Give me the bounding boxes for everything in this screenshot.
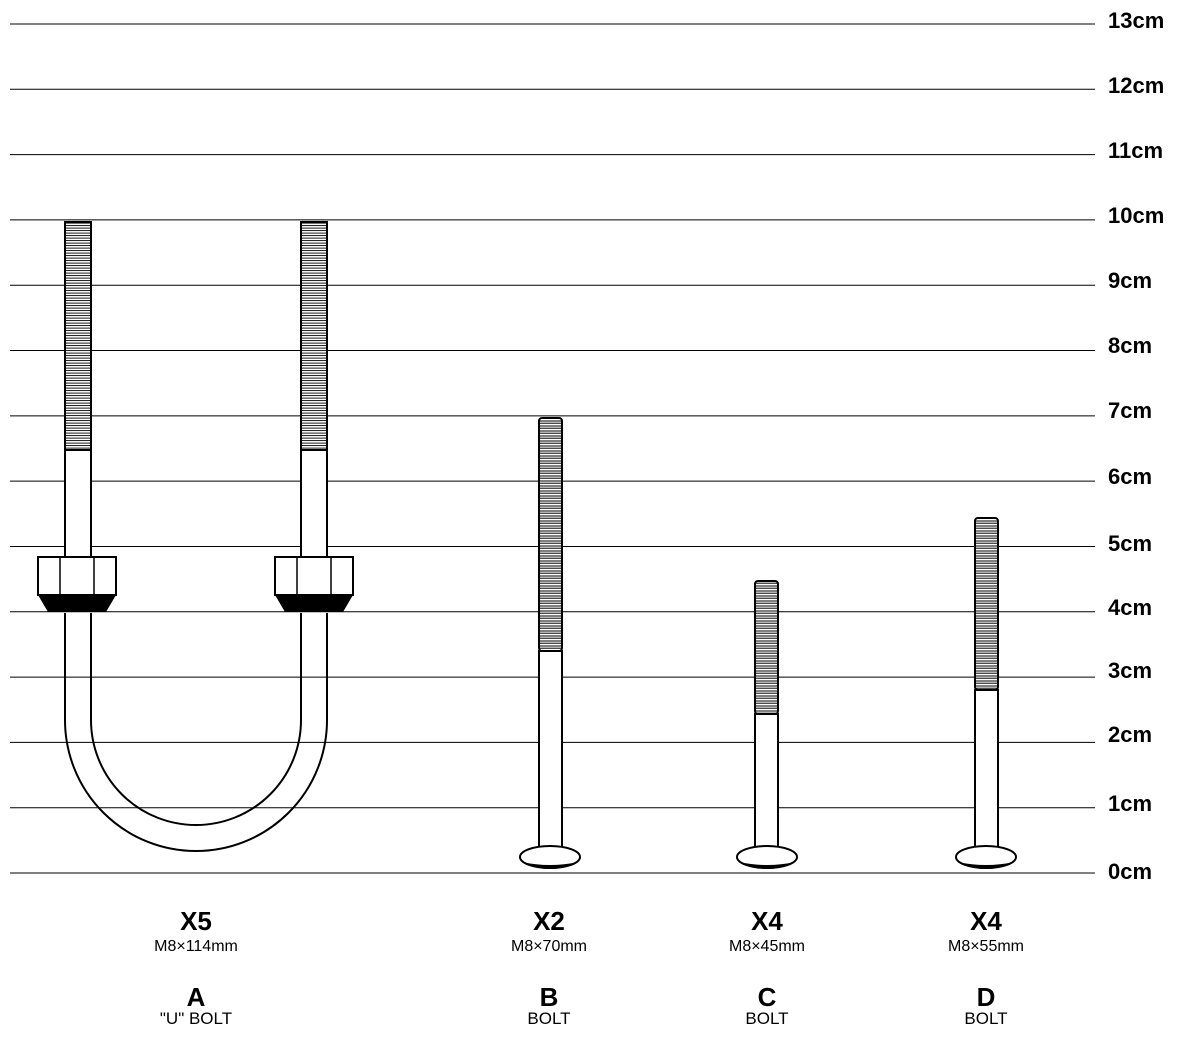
part-c-quantity: X4 bbox=[751, 906, 783, 936]
scale-label-5cm: 5cm bbox=[1108, 531, 1153, 556]
scale-label-4cm: 4cm bbox=[1108, 595, 1153, 620]
part-a-caption: X5 M8×114mm A "U" BOLT bbox=[96, 908, 296, 1028]
scale-label-2cm: 2cm bbox=[1108, 722, 1153, 747]
part-a-size: M8×114mm bbox=[154, 938, 238, 955]
bolt-c-icon bbox=[736, 580, 798, 869]
u-bolt-bend bbox=[64, 613, 328, 852]
part-d-caption: X4 M8×55mm D BOLT bbox=[886, 908, 1086, 1028]
scale-label-12cm: 12cm bbox=[1108, 73, 1165, 98]
part-b-size: M8×70mm bbox=[510, 938, 588, 955]
scale-label-9cm: 9cm bbox=[1108, 268, 1153, 293]
scale-label-11cm: 11cm bbox=[1108, 138, 1164, 163]
part-a-quantity: X5 bbox=[180, 906, 212, 936]
part-c-size: M8×45mm bbox=[728, 938, 806, 955]
part-a-letter: A bbox=[186, 982, 206, 1012]
part-c-letter: C bbox=[757, 982, 777, 1012]
part-b-letter: B bbox=[539, 982, 559, 1012]
part-d-description: BOLT bbox=[964, 1009, 1008, 1028]
part-b-description: BOLT bbox=[527, 1009, 571, 1028]
part-b-quantity: X2 bbox=[533, 906, 565, 936]
u-bolt-left-nut-icon bbox=[37, 556, 117, 612]
u-bolt-a-icon bbox=[37, 221, 354, 852]
scale-label-1cm: 1cm bbox=[1108, 791, 1153, 816]
bolt-b-icon bbox=[519, 417, 581, 869]
part-d-size: M8×55mm bbox=[947, 938, 1025, 955]
u-bolt-right-shank bbox=[300, 449, 328, 559]
bolt-d-icon bbox=[955, 517, 1017, 869]
part-d-letter: D bbox=[976, 982, 996, 1012]
scale-label-13cm: 13cm bbox=[1108, 8, 1165, 33]
scale-label-6cm: 6cm bbox=[1108, 464, 1153, 489]
part-c-description: BOLT bbox=[745, 1009, 789, 1028]
part-d-quantity: X4 bbox=[970, 906, 1002, 936]
scale-label-8cm: 8cm bbox=[1108, 333, 1153, 358]
part-c-caption: X4 M8×45mm C BOLT bbox=[667, 908, 867, 1028]
part-a-description: "U" BOLT bbox=[159, 1009, 233, 1028]
part-b-caption: X2 M8×70mm B BOLT bbox=[449, 908, 649, 1028]
u-bolt-left-shank bbox=[64, 449, 92, 559]
u-bolt-left-thread bbox=[64, 221, 92, 451]
scale-label-10cm: 10cm bbox=[1108, 203, 1165, 228]
scale-label-3cm: 3cm bbox=[1108, 658, 1153, 683]
u-bolt-right-nut-icon bbox=[274, 556, 354, 612]
u-bolt-right-thread bbox=[300, 221, 328, 451]
u-bolt-bend-inner bbox=[90, 613, 302, 826]
scale-label-0cm: 0cm bbox=[1108, 859, 1153, 884]
scale-label-7cm: 7cm bbox=[1108, 398, 1153, 423]
